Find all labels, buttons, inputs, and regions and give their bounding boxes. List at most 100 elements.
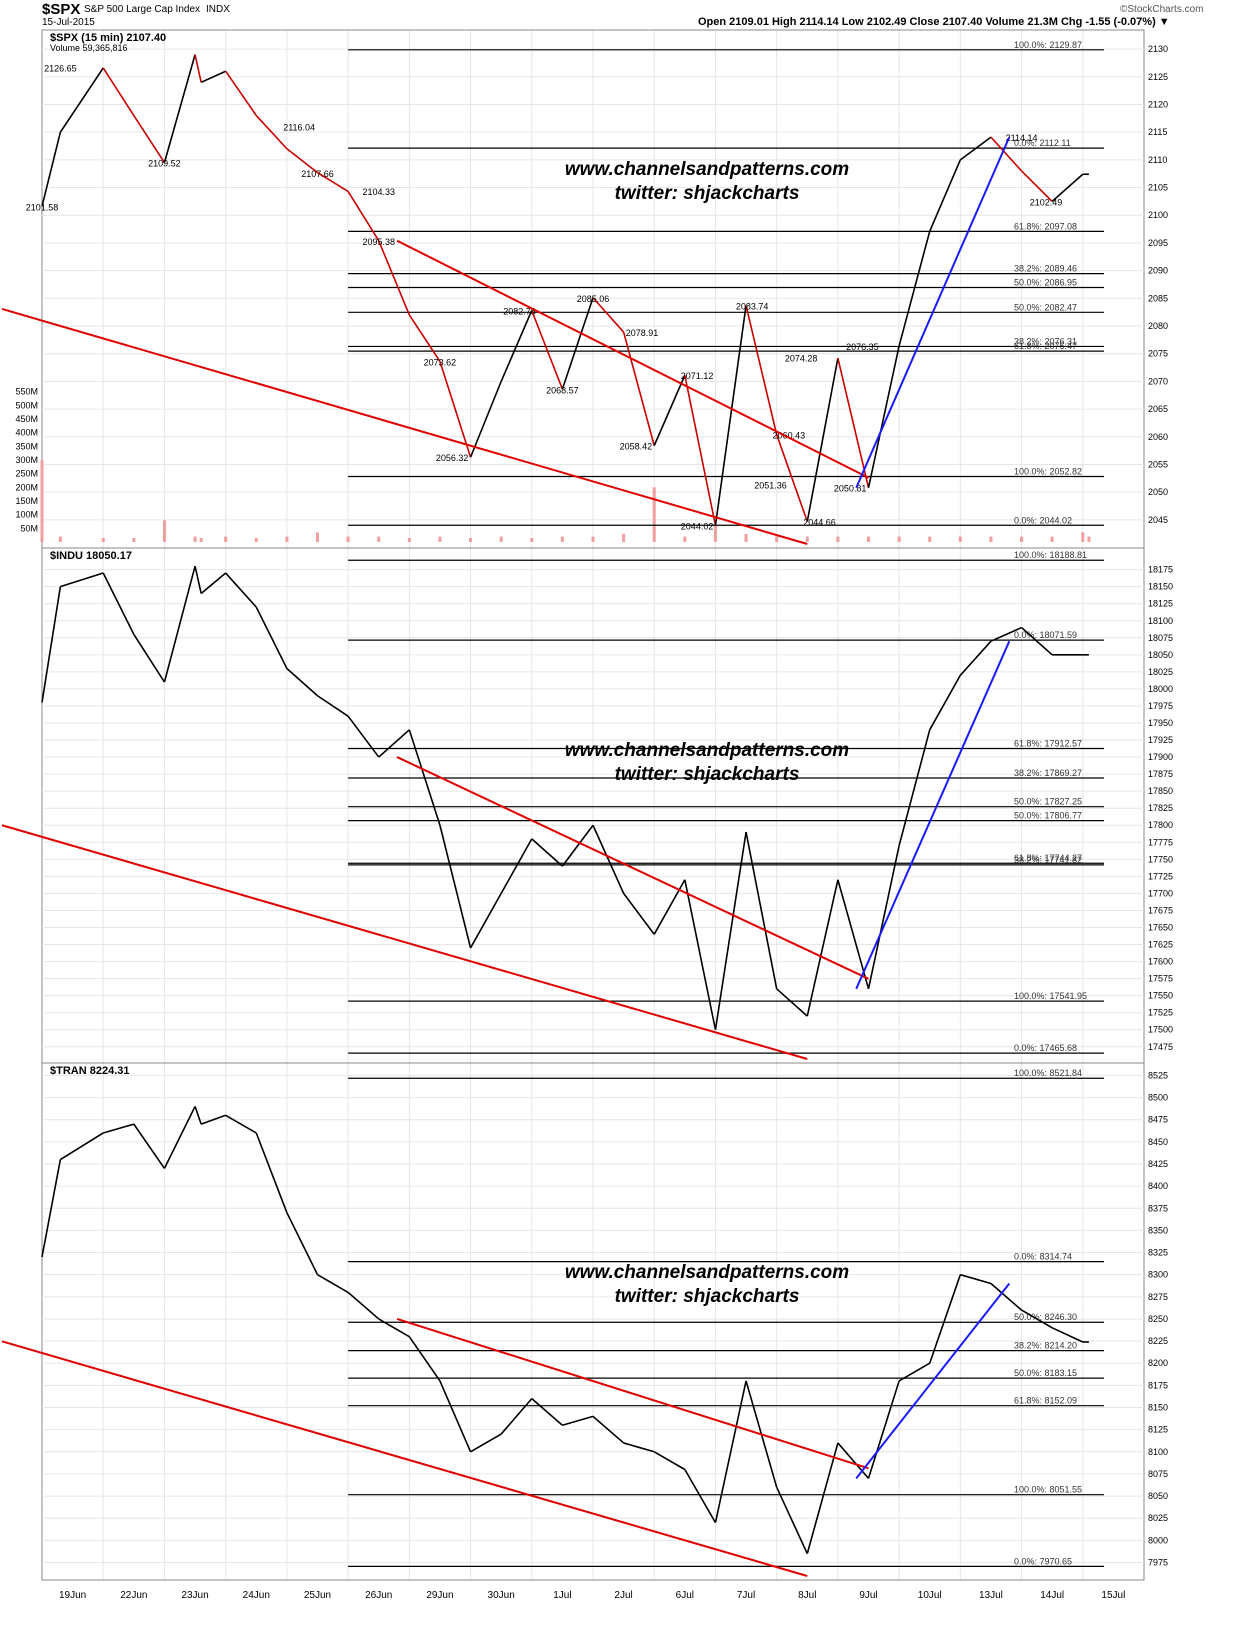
volume-bar — [652, 487, 656, 542]
fib-level-label: 50.0%: 17827.25 — [1014, 797, 1082, 807]
price-segment — [684, 879, 717, 1030]
price-segment — [745, 831, 778, 989]
y-tick-label: 2130 — [1148, 44, 1168, 54]
price-panel-spx: 2045 2050 2055 2060 2065 2070 2075 2080 2085 2090… — [1, 29, 1168, 549]
y-tick-label: 8500 — [1148, 1093, 1168, 1103]
volume-tick-label: 550M — [15, 387, 38, 397]
x-tick-label: 25Jun — [304, 1590, 331, 1601]
y-tick-label: 2045 — [1148, 515, 1168, 525]
lower-trend-line — [1, 824, 808, 1060]
price-annotation: 2085.06 — [577, 294, 610, 304]
price-annotation: 2071.12 — [681, 371, 714, 381]
fib-levels: 100.0%: 8521.84 0.0%: 8314.74 50.0%: 8246.… — [348, 1068, 1104, 1567]
y-tick-label: 2080 — [1148, 321, 1168, 331]
y-tick-label: 8075 — [1148, 1469, 1168, 1479]
price-panel-tran: 7975 8000 8025 8050 8075 8100 8125 8150 8175 8200… — [1, 1062, 1168, 1581]
price-segment — [867, 1380, 900, 1479]
y-tick-label: 18000 — [1148, 684, 1173, 694]
fib-level-label: 100.0%: 2052.82 — [1014, 467, 1082, 477]
y-tick-label: 8125 — [1148, 1425, 1168, 1435]
price-segment — [959, 136, 992, 161]
volume-tick-label: 200M — [15, 482, 38, 492]
volume-bar — [316, 532, 319, 542]
price-segment — [286, 1212, 319, 1276]
volume-bar — [40, 460, 44, 542]
volume-bar — [530, 537, 534, 542]
volume-bar — [805, 536, 809, 542]
y-tick-label: 2055 — [1148, 459, 1168, 469]
price-segment — [200, 70, 226, 84]
price-segment — [317, 695, 349, 717]
price-segment — [378, 1318, 410, 1338]
y-tick-label: 18150 — [1148, 582, 1173, 592]
price-segment — [41, 1159, 62, 1258]
price-segment — [317, 1273, 349, 1294]
price-annotation: 2074.28 — [785, 354, 818, 364]
price-segment — [194, 566, 202, 594]
y-tick-label: 18025 — [1148, 667, 1173, 677]
y-tick-label: 17900 — [1148, 752, 1173, 762]
y-tick-label: 8350 — [1148, 1225, 1168, 1235]
price-segment — [133, 1123, 166, 1169]
fib-level-label: 0.0%: 2044.02 — [1014, 515, 1072, 525]
price-annotation: 2104.33 — [362, 187, 395, 197]
price-segment — [622, 892, 655, 935]
price-segment — [408, 1336, 441, 1382]
price-segment — [1020, 170, 1053, 202]
price-segment — [286, 667, 319, 697]
price-series — [41, 566, 1089, 1030]
y-tick-label: 17725 — [1148, 871, 1173, 881]
price-segment — [960, 1273, 992, 1285]
price-segment — [928, 159, 962, 232]
price-segment — [1021, 1309, 1053, 1329]
price-annotation: 2068.57 — [546, 385, 579, 395]
rising-channel-line — [855, 640, 1011, 990]
price-segment — [806, 879, 839, 1017]
y-tick-label: 8425 — [1148, 1159, 1168, 1169]
fib-level-label: 50.0%: 2082.47 — [1014, 302, 1077, 312]
y-tick-label: 8325 — [1148, 1248, 1168, 1258]
exchange-label: INDX — [206, 4, 230, 15]
y-tick-label: 17925 — [1148, 735, 1173, 745]
price-series — [41, 54, 1089, 526]
price-segment — [1051, 173, 1084, 202]
y-tick-label: 8100 — [1148, 1447, 1168, 1457]
x-tick-label: 19Jun — [59, 1590, 86, 1601]
panel-title: $SPX (15 min) 2107.40 — [50, 32, 166, 44]
trend-lines — [1, 1282, 1011, 1577]
y-tick-label: 2070 — [1148, 376, 1168, 386]
volume-bar — [897, 536, 901, 542]
price-segment — [200, 1114, 226, 1125]
price-segment — [562, 1415, 594, 1426]
y-tick-label: 18050 — [1148, 650, 1173, 660]
y-tick-label: 17475 — [1148, 1042, 1173, 1052]
volume-bar — [101, 537, 105, 542]
y-tick-label: 17550 — [1148, 991, 1173, 1001]
x-tick-label: 24Jun — [243, 1590, 270, 1601]
fib-levels: 100.0%: 18188.81 0.0%: 18071.59 61.8%: 179… — [348, 550, 1104, 1054]
volume-bar — [1087, 536, 1091, 542]
watermark: www.channelsandpatterns.com twitter: shja… — [565, 1262, 849, 1307]
y-tick-label: 2110 — [1148, 155, 1167, 165]
y-tick-label: 8450 — [1148, 1137, 1168, 1147]
fib-levels: 100.0%: 2129.87 0.0%: 2112.11 61.8%: 2097.… — [348, 40, 1104, 526]
y-tick-label: 2050 — [1148, 487, 1168, 497]
y-tick-label: 17575 — [1148, 974, 1173, 984]
x-tick-label: 6Jul — [676, 1590, 694, 1601]
fib-level-label: 50.0%: 2086.95 — [1014, 278, 1077, 288]
x-tick-label: 23Jun — [181, 1590, 208, 1601]
price-segment — [408, 729, 441, 826]
price-segment — [194, 1106, 202, 1125]
x-tick-label: 30Jun — [488, 1590, 515, 1601]
symbol-title: $SPX — [42, 1, 81, 18]
fib-level-label: 100.0%: 8521.84 — [1014, 1068, 1082, 1078]
price-segment — [714, 831, 747, 1030]
panel-title: $INDU 18050.17 — [50, 550, 132, 562]
fib-level-label: 0.0%: 17465.68 — [1014, 1043, 1077, 1053]
fib-level-label: 38.2%: 8214.20 — [1014, 1341, 1077, 1351]
y-tick-label: 2125 — [1148, 72, 1168, 82]
price-segment — [347, 715, 380, 758]
x-tick-label: 10Jul — [918, 1590, 942, 1601]
fib-level-label: 100.0%: 17541.95 — [1014, 991, 1087, 1001]
price-segment — [837, 1442, 870, 1479]
